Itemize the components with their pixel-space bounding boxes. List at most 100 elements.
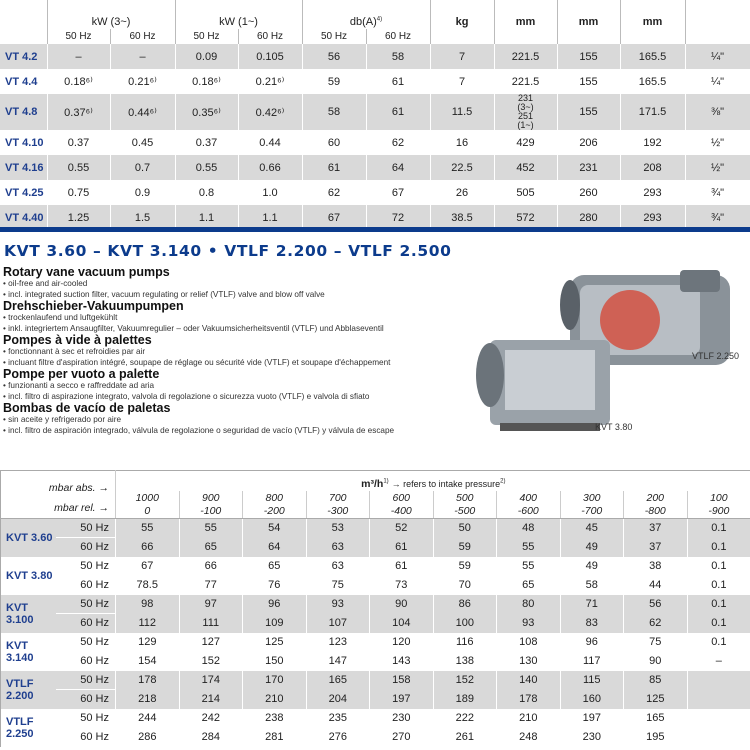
cell: 129 [115,632,180,652]
cell: 55 [179,518,244,538]
rel-pressure: -600 [496,504,561,519]
bullet: • incluant filtre d'aspiration intégré, … [3,357,391,367]
cell: 73 [369,575,434,595]
cell: 90 [623,651,688,671]
hz-header: 50 Hz [175,29,239,44]
model-name: KVT 3.80 [6,569,53,582]
language-heading: Bombas de vacío de paletas [3,401,171,415]
cell: 221.5 [494,69,558,94]
cell: 109 [242,613,307,633]
cell: 97 [179,594,244,614]
cell: 0.8 [175,180,239,205]
cell: 67 [366,180,431,205]
cell: 62 [623,613,688,633]
hz-label: 60 Hz [55,613,117,633]
bullet: • inkl. integriertem Ansaugfilter, Vakuu… [3,323,384,333]
model-name: VTLF 2.250 [6,715,34,740]
cell: 130 [496,651,561,671]
cell: 49 [560,556,625,576]
cell: 71 [560,594,625,614]
cell: ¾" [685,205,750,230]
cell: 100 [433,613,498,633]
cell: 50 [433,518,498,538]
cell: 0.44 [238,130,303,155]
cell: 230 [369,708,434,728]
rel-pressure: -800 [623,504,688,519]
model-name: KVT 3.140 [6,639,34,664]
abs-pressure: 300 [560,490,625,505]
cell: 93 [496,613,561,633]
cell: 0.1 [687,537,750,557]
cell: 174 [179,670,244,690]
bullet: • oil-free and air-cooled [3,279,88,288]
cell: 0.1 [687,613,750,633]
kg-header: kg [430,0,495,44]
hz-label: 60 Hz [55,651,117,671]
cell: 1.1 [175,205,239,230]
table-row: VT 4.8 0.37⁶⁾ 0.44⁶⁾ 0.35⁶⁾ 0.42⁶⁾ 58 61 11.5 23… [0,94,750,130]
table-row: VTLF 2.250 50 Hz 244 242 238 235 230 222 210 197 1… [1,708,750,740]
cell: 61 [369,556,434,576]
cell: 0.37 [175,130,239,155]
cell: 72 [366,205,431,230]
cell: 1.25 [47,205,111,230]
cell: 0.35⁶⁾ [175,94,239,130]
table-row: 60 Hz 218 214 210 204 197 189 178 160 125 [1,689,750,709]
rel-pressure: -300 [306,504,371,519]
cell: 55 [496,537,561,557]
cell: 123 [306,632,371,652]
section-title: KVT 3.60 – KVT 3.140 • VTLF 2.200 – VTLF… [4,242,452,260]
cell: 58 [366,44,431,69]
hz-header: 60 Hz [366,29,431,44]
cell: 11.5 [430,94,495,130]
cell: 0.1 [687,594,750,614]
mm-header: mm [494,0,558,44]
bullet: • sin aceite y refrigerado por aire [3,415,122,424]
cell: 0.18⁶⁾ [175,69,239,94]
cell: ½" [685,130,750,155]
cell: 210 [242,689,307,709]
table-row: VTLF 2.200 50 Hz 178 174 170 165 158 152 140 115 8… [0,670,750,709]
cell: 67 [302,205,367,230]
cell: 155 [557,94,621,130]
rel-pressure: -700 [560,504,625,519]
language-heading: Rotary vane vacuum pumps [3,265,170,279]
table-row: 60 Hz 154 152 150 147 143 138 130 117 90– [1,651,750,671]
cell: 90 [369,594,434,614]
cell: 195 [623,727,688,747]
cell: 1.1 [238,205,303,230]
cell: 78.5 [115,575,180,595]
cell: 152 [433,670,498,690]
bullet: • incl. filtro di aspirazione integrato,… [3,391,370,401]
cell: 59 [433,537,498,557]
abs-pressure: 900 [179,490,244,505]
cell: 77 [179,575,244,595]
cell: 147 [306,651,371,671]
cell: 64 [242,537,307,557]
cell: 60 [302,130,367,155]
cell: 197 [560,708,625,728]
kw1-header: kW (1~) [175,0,303,30]
hz-header: 50 Hz [302,29,367,44]
cell: 112 [115,613,180,633]
cell: 429 [494,130,558,155]
table-row: KVT 3.100 50 Hz 98 97 96 93 90 86 80 71 56 0.1 [0,594,750,633]
cell: 197 [369,689,434,709]
cell: 505 [494,180,558,205]
cell: 93 [306,594,371,614]
table-row: VT 4.4 0.18⁶⁾ 0.21⁶⁾ 0.18⁶⁾ 0.21⁶⁾ 59 61 7 221.5… [0,69,750,94]
cell: 293 [620,205,686,230]
cell: 0.55 [175,155,239,180]
abs-pressure: 100 [687,490,750,505]
cell: 86 [433,594,498,614]
abs-pressure: 400 [496,490,561,505]
image-label: KVT 3.80 [595,422,633,432]
cell: 192 [620,130,686,155]
cell: 231 (3~) 251 (1~) [494,94,558,130]
table-row: KVT 3.60 50 Hz 55 55 54 53 52 50 48 45 37 0.1 [0,518,750,557]
cell: 62 [302,180,367,205]
cell: 221.5 [494,44,558,69]
cell: 230 [560,727,625,747]
cell: 63 [306,537,371,557]
cell: 115 [560,670,625,690]
